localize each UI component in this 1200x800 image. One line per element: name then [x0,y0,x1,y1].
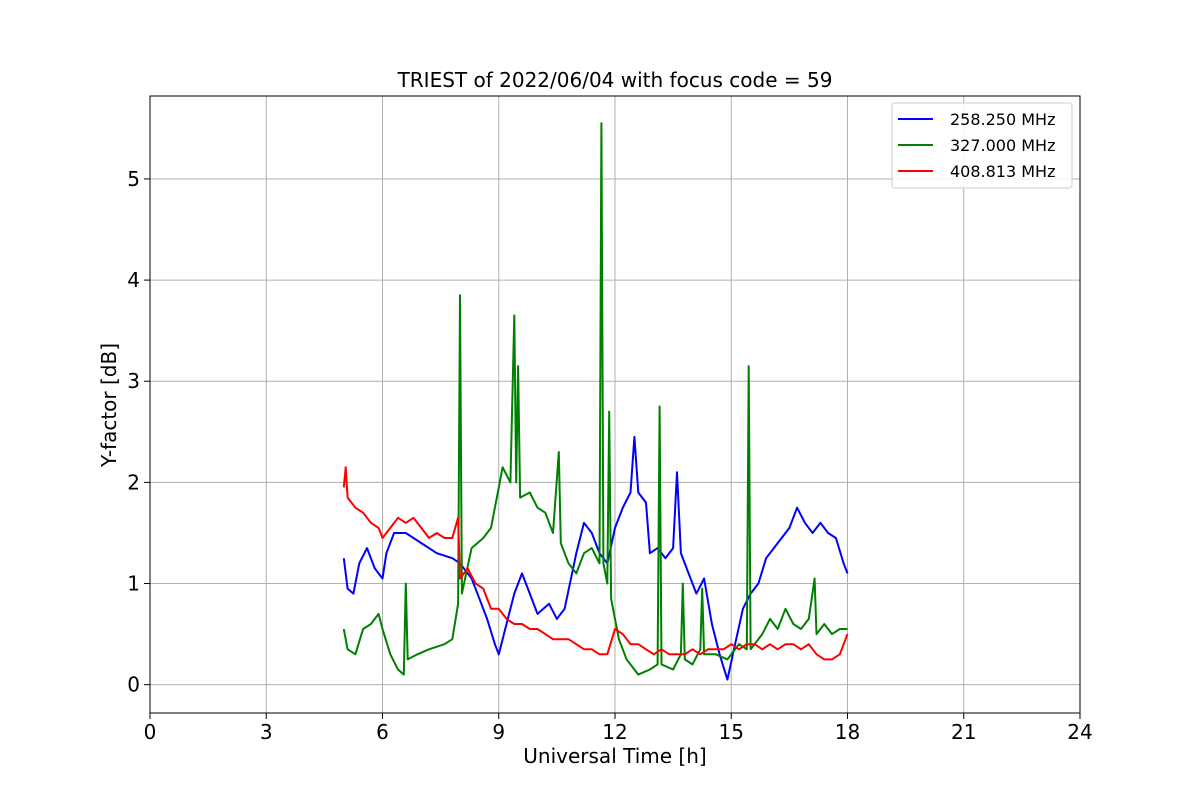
x-tick-label: 15 [719,720,744,744]
series-line-0 [342,435,849,681]
legend-label: 327.000 MHz [950,136,1055,155]
y-tick-label: 1 [127,572,140,596]
legend-label: 258.250 MHz [950,110,1055,129]
x-tick-label: 9 [492,720,505,744]
x-tick-label: 12 [602,720,627,744]
x-tick-label: 21 [951,720,976,744]
series-line-2 [342,466,849,661]
legend-label: 408.813 MHz [950,162,1055,181]
grid [149,96,1081,713]
series-layer [342,122,849,681]
y-tick-label: 5 [127,167,140,191]
y-tick-label: 3 [127,369,140,393]
y-axis: 0 1 2 3 4 5 [127,167,150,697]
y-tick-label: 4 [127,268,140,292]
x-axis: 0 3 6 9 12 15 18 21 24 [144,713,1093,744]
x-tick-label: 3 [260,720,273,744]
x-tick-label: 24 [1067,720,1092,744]
x-tick-label: 18 [835,720,860,744]
series-line-1 [342,122,848,676]
legend-frame [891,102,1073,189]
x-tick-label: 0 [144,720,157,744]
legend: 258.250 MHz 327.000 MHz 408.813 MHz [891,102,1073,189]
x-axis-label: Universal Time [h] [523,744,706,768]
x-tick-label: 6 [376,720,389,744]
y-tick-label: 2 [127,470,140,494]
chart-title: TRIEST of 2022/06/04 with focus code = 5… [397,68,833,92]
y-tick-label: 0 [127,673,140,697]
y-axis-label: Y-factor [dB] [97,343,121,468]
